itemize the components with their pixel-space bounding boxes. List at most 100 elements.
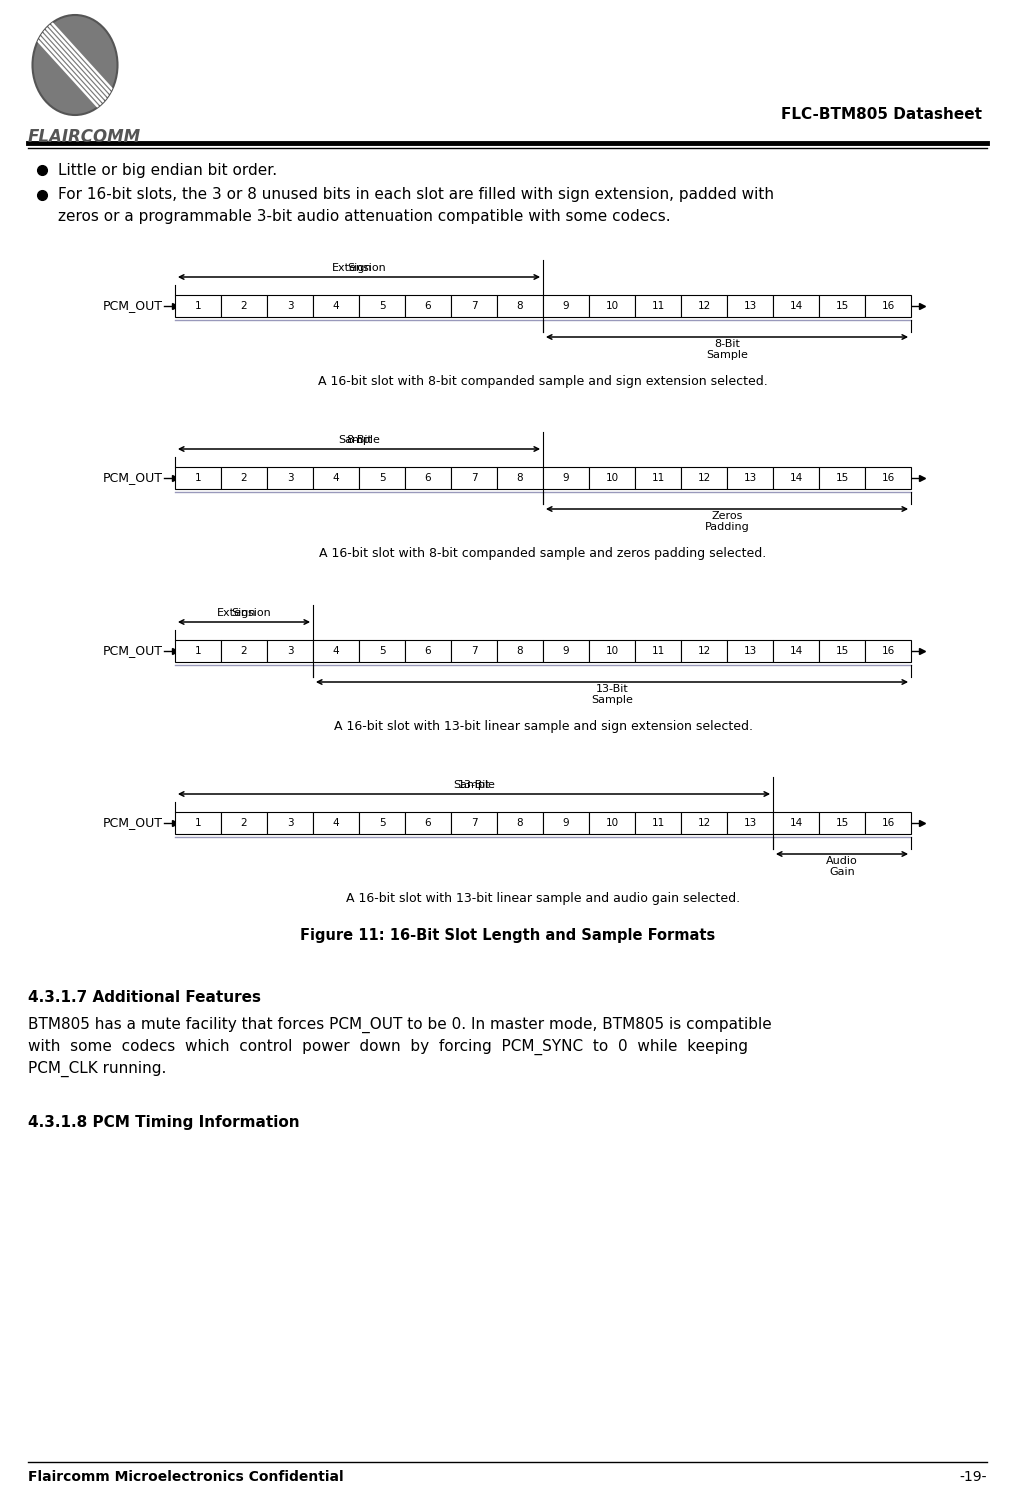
- Text: 7: 7: [471, 818, 477, 829]
- Bar: [175, 467, 221, 489]
- Bar: [451, 812, 497, 835]
- Ellipse shape: [33, 15, 118, 116]
- Text: 4.3.1.8 PCM Timing Information: 4.3.1.8 PCM Timing Information: [28, 1115, 300, 1130]
- Text: 9: 9: [562, 645, 570, 656]
- Bar: [589, 467, 635, 489]
- Text: 10: 10: [605, 473, 618, 483]
- Text: 12: 12: [698, 473, 711, 483]
- Text: 8: 8: [517, 818, 524, 829]
- Text: FLAIRCOMM: FLAIRCOMM: [28, 128, 141, 146]
- Bar: [773, 812, 819, 835]
- Bar: [497, 639, 543, 662]
- Text: A 16-bit slot with 8-bit companded sample and zeros padding selected.: A 16-bit slot with 8-bit companded sampl…: [319, 546, 767, 560]
- Text: Audio: Audio: [826, 856, 858, 866]
- Text: 5: 5: [378, 645, 385, 656]
- Text: 8: 8: [517, 302, 524, 311]
- Text: 9: 9: [562, 818, 570, 829]
- Bar: [497, 467, 543, 489]
- Text: Padding: Padding: [705, 522, 750, 531]
- Text: 8: 8: [517, 473, 524, 483]
- Text: 1: 1: [194, 645, 201, 656]
- Bar: [221, 296, 267, 317]
- Text: A 16-bit slot with 13-bit linear sample and sign extension selected.: A 16-bit slot with 13-bit linear sample …: [334, 720, 753, 732]
- Bar: [405, 467, 451, 489]
- Text: 8-Bit: 8-Bit: [346, 435, 372, 444]
- Bar: [589, 639, 635, 662]
- Text: Sign: Sign: [347, 263, 371, 273]
- Text: 10: 10: [605, 645, 618, 656]
- Bar: [773, 467, 819, 489]
- Text: 16: 16: [882, 645, 895, 656]
- Bar: [819, 639, 865, 662]
- Text: Sample: Sample: [706, 350, 747, 360]
- Text: 11: 11: [651, 645, 665, 656]
- Text: 16: 16: [882, 302, 895, 311]
- Text: PCM_OUT: PCM_OUT: [103, 644, 163, 657]
- Text: 15: 15: [835, 645, 848, 656]
- Text: 3: 3: [287, 818, 293, 829]
- Bar: [543, 812, 589, 835]
- Bar: [451, 296, 497, 317]
- Bar: [727, 812, 773, 835]
- Bar: [359, 467, 405, 489]
- Bar: [359, 812, 405, 835]
- Bar: [819, 296, 865, 317]
- Text: 4: 4: [333, 473, 340, 483]
- Bar: [681, 812, 727, 835]
- Bar: [635, 296, 681, 317]
- Bar: [313, 467, 359, 489]
- Text: 9: 9: [562, 473, 570, 483]
- Text: PCM_OUT: PCM_OUT: [103, 471, 163, 485]
- Bar: [267, 467, 313, 489]
- Text: FLC-BTM805 Datasheet: FLC-BTM805 Datasheet: [781, 107, 982, 122]
- Text: PCM_CLK running.: PCM_CLK running.: [28, 1061, 167, 1078]
- Bar: [497, 296, 543, 317]
- Text: 4: 4: [333, 818, 340, 829]
- Bar: [175, 812, 221, 835]
- Text: 15: 15: [835, 473, 848, 483]
- Text: 15: 15: [835, 302, 848, 311]
- Text: 14: 14: [789, 473, 802, 483]
- Text: 10: 10: [605, 302, 618, 311]
- Text: 6: 6: [425, 302, 431, 311]
- Text: 7: 7: [471, 473, 477, 483]
- Bar: [175, 639, 221, 662]
- Bar: [313, 639, 359, 662]
- Text: 7: 7: [471, 302, 477, 311]
- Bar: [819, 812, 865, 835]
- Text: 5: 5: [378, 473, 385, 483]
- Text: 2: 2: [241, 645, 247, 656]
- Bar: [865, 296, 911, 317]
- Text: 12: 12: [698, 818, 711, 829]
- Bar: [221, 639, 267, 662]
- Text: 8: 8: [517, 645, 524, 656]
- Text: 1: 1: [194, 302, 201, 311]
- Bar: [727, 467, 773, 489]
- Text: 4: 4: [333, 645, 340, 656]
- Text: 1: 1: [194, 818, 201, 829]
- Bar: [865, 467, 911, 489]
- Text: 6: 6: [425, 645, 431, 656]
- Bar: [865, 812, 911, 835]
- Bar: [727, 639, 773, 662]
- Bar: [681, 467, 727, 489]
- Text: Figure 11: 16-Bit Slot Length and Sample Formats: Figure 11: 16-Bit Slot Length and Sample…: [300, 928, 716, 943]
- Text: A 16-bit slot with 13-bit linear sample and audio gain selected.: A 16-bit slot with 13-bit linear sample …: [346, 892, 740, 905]
- Bar: [589, 296, 635, 317]
- Text: Little or big endian bit order.: Little or big endian bit order.: [58, 162, 277, 177]
- Bar: [267, 639, 313, 662]
- Text: 13: 13: [743, 302, 757, 311]
- Bar: [543, 296, 589, 317]
- Bar: [635, 467, 681, 489]
- Text: Sample: Sample: [591, 695, 633, 705]
- Text: 11: 11: [651, 473, 665, 483]
- Bar: [313, 296, 359, 317]
- Bar: [543, 639, 589, 662]
- Text: 16: 16: [882, 818, 895, 829]
- Text: Flaircomm Microelectronics Confidential: Flaircomm Microelectronics Confidential: [28, 1469, 344, 1484]
- Bar: [773, 296, 819, 317]
- Bar: [589, 812, 635, 835]
- Text: 6: 6: [425, 473, 431, 483]
- Text: zeros or a programmable 3-bit audio attenuation compatible with some codecs.: zeros or a programmable 3-bit audio atte…: [58, 210, 670, 225]
- Bar: [497, 812, 543, 835]
